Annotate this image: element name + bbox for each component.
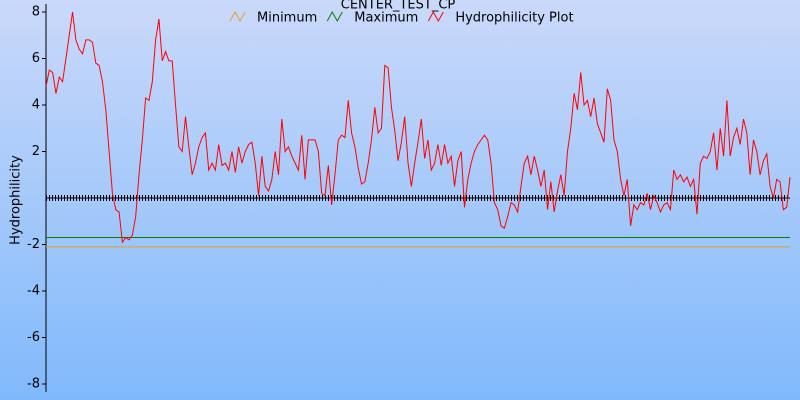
legend-icon xyxy=(229,10,246,23)
y-tick-label: -8 xyxy=(27,377,40,392)
legend-label: Hydrophilicity Plot xyxy=(455,11,573,26)
legend-label: Maximum xyxy=(354,11,418,26)
y-tick-label: 6 xyxy=(32,51,40,66)
legend-icon xyxy=(427,10,444,23)
series-line xyxy=(45,11,791,244)
legend: Minimum Maximum Hydrophilicity Plot xyxy=(229,10,574,26)
y-tick-label: -4 xyxy=(27,284,40,299)
y-tick-label: -2 xyxy=(27,237,40,252)
y-tick-label: 4 xyxy=(32,98,40,113)
y-tick-label: 8 xyxy=(32,5,40,20)
y-axis-label: Hydrophilicity xyxy=(9,155,24,245)
y-tick-label: -6 xyxy=(27,330,40,345)
legend-icon xyxy=(326,10,343,23)
legend-label: Minimum xyxy=(257,11,317,26)
y-tick-label: 2 xyxy=(32,144,40,159)
chart-title: CENTER_TEST_CP xyxy=(341,0,456,13)
